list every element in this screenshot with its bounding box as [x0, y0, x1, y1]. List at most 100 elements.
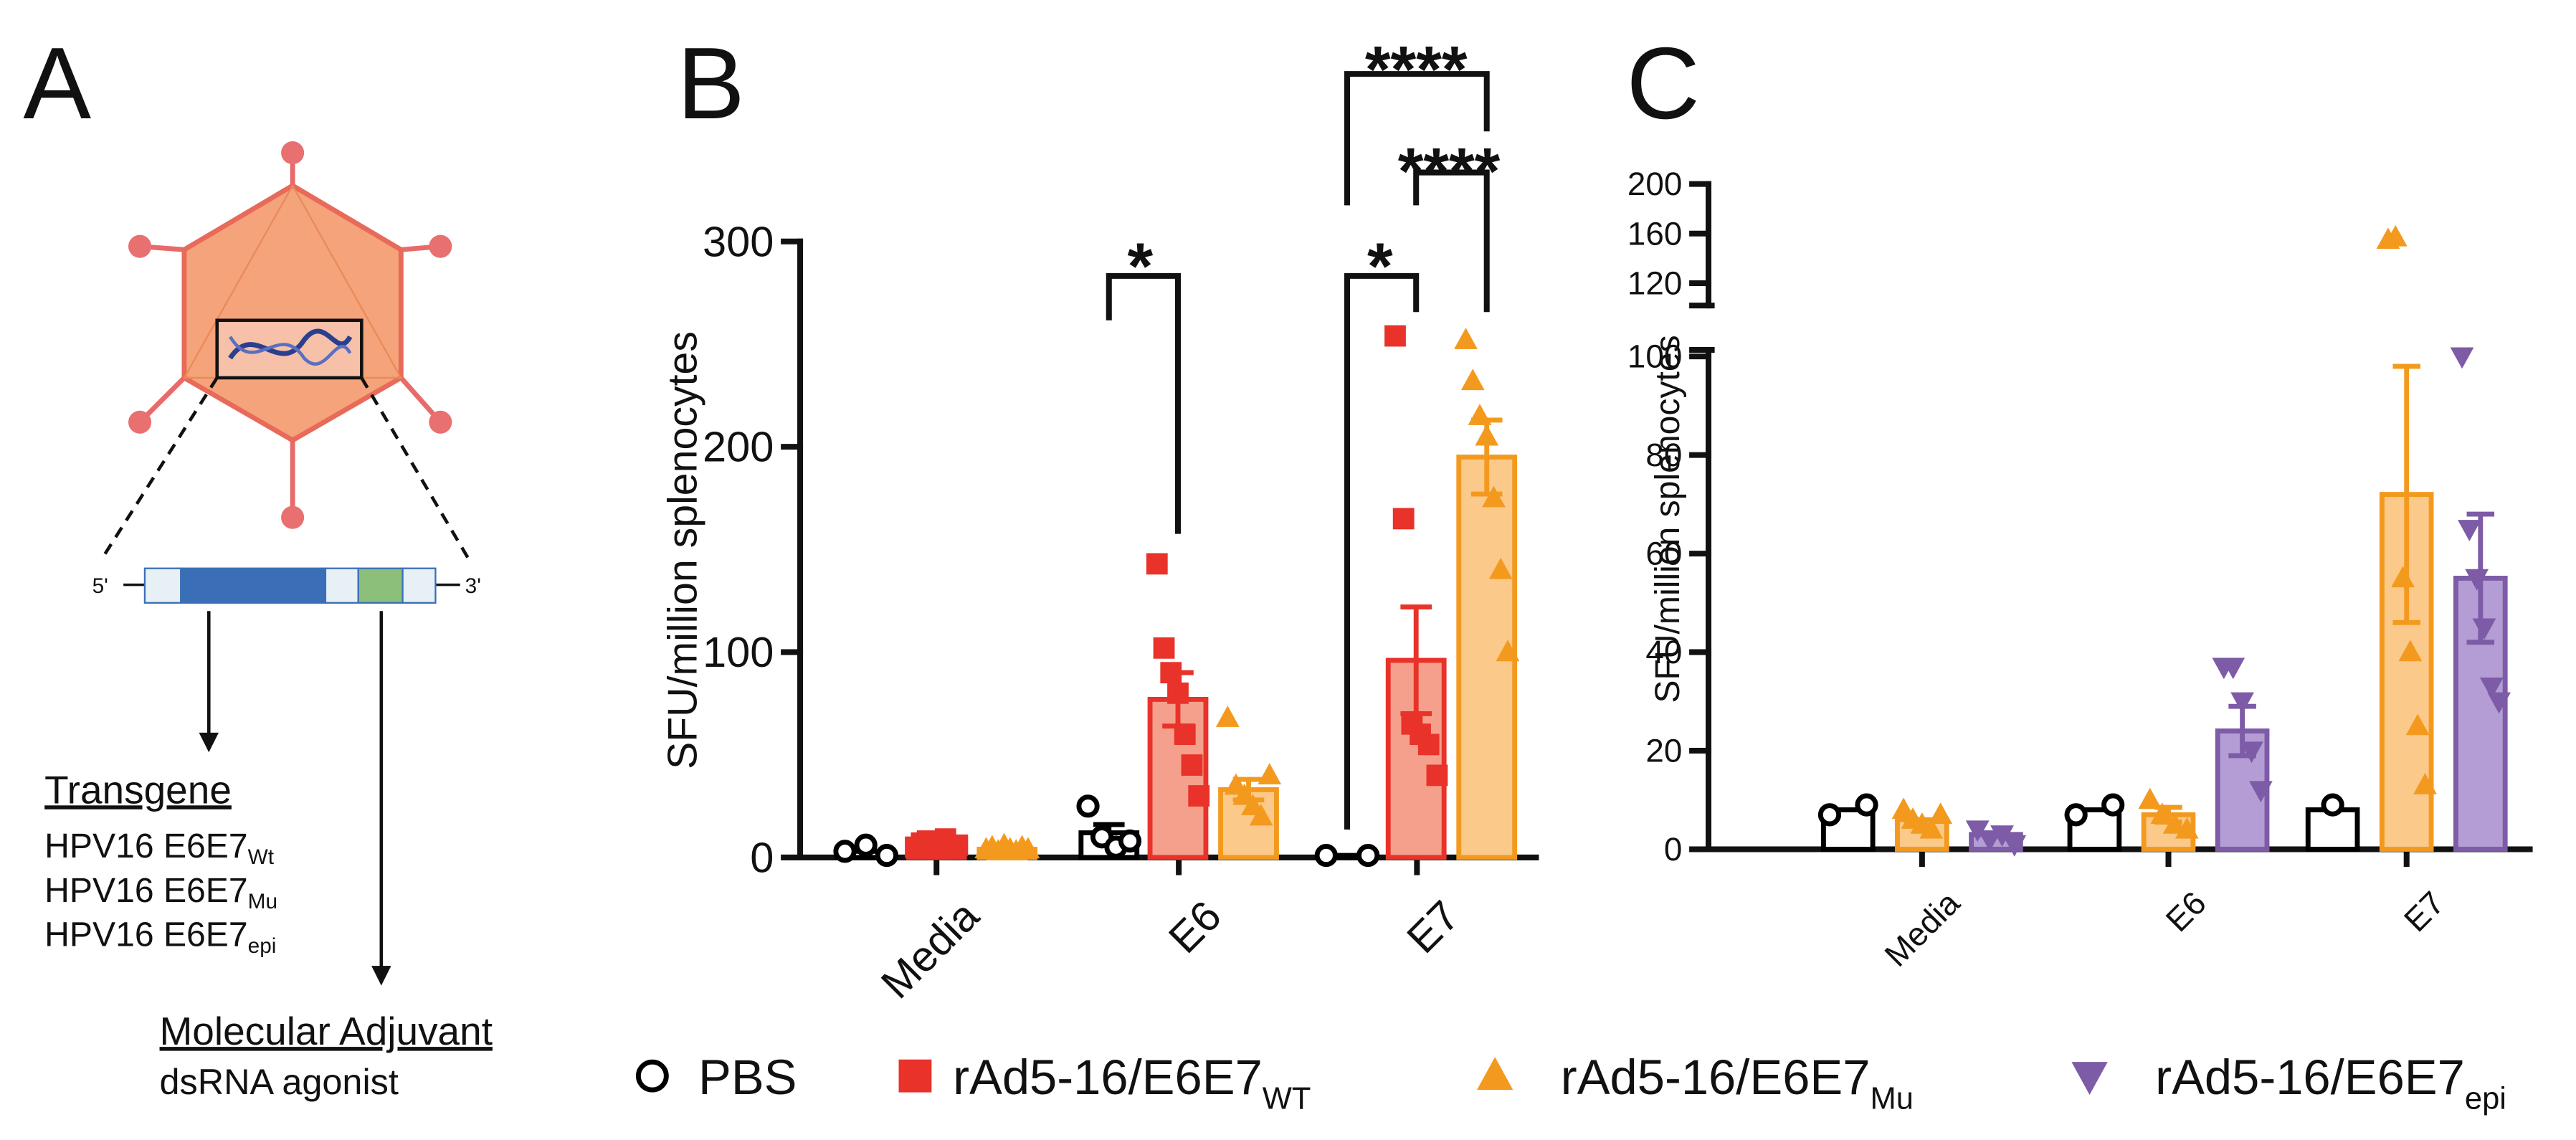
point	[2457, 520, 2481, 541]
legend-label: rAd5-16/E6E7Mu	[1561, 1050, 1914, 1116]
point	[1146, 553, 1168, 575]
point	[1460, 369, 1485, 391]
point	[2002, 835, 2027, 857]
significance-label: *	[1367, 230, 1393, 303]
transgene-title: Transgene	[44, 767, 232, 812]
point	[2138, 787, 2162, 809]
y-tick-label: 100	[1627, 338, 1682, 375]
point	[1965, 820, 1990, 842]
point	[2240, 741, 2263, 764]
significance-label: ****	[1365, 33, 1468, 106]
point	[946, 834, 969, 856]
legend-marker	[635, 1059, 669, 1093]
three-prime: 3'	[465, 574, 481, 598]
point	[2479, 678, 2504, 699]
point	[1417, 733, 1440, 756]
point	[1488, 557, 1513, 579]
legend-marker	[898, 1059, 932, 1093]
point	[2383, 224, 2408, 247]
point	[2398, 640, 2423, 662]
y-tick-label: 60	[1645, 536, 1682, 572]
spikes	[138, 153, 442, 518]
point	[1118, 829, 1142, 853]
y-tick-label: 160	[1627, 215, 1682, 252]
point	[2249, 781, 2273, 803]
point	[1496, 640, 1520, 662]
significance-bracket	[1344, 272, 1420, 830]
zoom-line	[100, 376, 219, 560]
capsid	[181, 182, 404, 443]
point	[1314, 843, 1338, 868]
y-tick-label: 20	[1645, 733, 1682, 769]
significance-label: ****	[1398, 135, 1501, 208]
point	[1468, 404, 1492, 425]
point	[875, 843, 899, 868]
point	[2487, 692, 2511, 714]
legend-subscript: Mu	[1871, 1081, 1914, 1116]
y-tick-label: 200	[1627, 166, 1682, 202]
adjuvant: dsRNA agonist	[160, 1061, 399, 1102]
panel-label: A	[23, 27, 91, 141]
transgene: HPV16 E6E7epi	[44, 916, 276, 958]
point	[2413, 773, 2437, 794]
x-tick-label: E7	[1397, 891, 1468, 962]
gene-transgene	[180, 567, 327, 604]
panel-label: C	[1626, 27, 1700, 141]
point	[1356, 843, 1380, 868]
point	[2175, 817, 2199, 839]
significance-label: *	[1127, 230, 1153, 303]
y-tick-label: 300	[703, 217, 774, 265]
arrow-head	[199, 732, 219, 753]
point	[2450, 347, 2474, 369]
legend-subscript: WT	[1263, 1081, 1311, 1116]
point	[2321, 793, 2344, 817]
y-axis-label: SFU/million splenocytes	[660, 331, 706, 769]
point	[1215, 706, 1240, 727]
y-tick-label: 40	[1645, 634, 1682, 670]
x-tick-label: Media	[872, 891, 989, 1008]
legend-name: PBS	[698, 1050, 797, 1105]
point	[2391, 566, 2415, 588]
zoom-line	[360, 376, 470, 560]
transgene: HPV16 E6E7Mu	[44, 871, 277, 913]
legend-subscript: epi	[2465, 1081, 2506, 1116]
legend-marker	[1476, 1057, 1513, 1091]
gene-utr	[143, 567, 182, 604]
x-tick-label: E7	[2397, 885, 2451, 939]
y-tick-label: 0	[1664, 831, 1682, 868]
point	[1174, 723, 1196, 745]
point	[2150, 802, 2175, 825]
y-tick-label: 100	[703, 628, 774, 676]
point	[2101, 793, 2125, 817]
point	[1919, 817, 1944, 839]
point	[1977, 830, 2002, 852]
point	[1160, 662, 1182, 684]
legend-label: rAd5-16/E6E7WT	[953, 1050, 1311, 1116]
adjuvant-title: Molecular Adjuvant	[160, 1009, 493, 1053]
legend-marker	[2071, 1062, 2108, 1095]
gene-utr	[401, 567, 437, 604]
point	[1016, 837, 1040, 859]
point	[1929, 802, 1953, 825]
point	[1153, 637, 1175, 659]
point	[2465, 569, 2489, 591]
point	[1817, 803, 1842, 827]
point	[2230, 692, 2254, 714]
point	[1249, 804, 1273, 826]
y-tick-label: 120	[1627, 265, 1682, 301]
point	[2162, 812, 2187, 834]
legend-label: PBS	[698, 1050, 797, 1105]
point	[1384, 325, 1406, 347]
five-prime: 5'	[92, 574, 108, 598]
x-tick-label: E6	[2159, 885, 2213, 939]
point	[1392, 508, 1415, 530]
point	[1076, 794, 1100, 818]
y-tick-label: 80	[1645, 437, 1682, 473]
panel-label: B	[677, 27, 745, 141]
significance-bracket	[1106, 272, 1182, 534]
point	[2064, 803, 2088, 827]
significance-bracket	[1344, 71, 1490, 206]
y-tick-label: 200	[703, 423, 774, 471]
